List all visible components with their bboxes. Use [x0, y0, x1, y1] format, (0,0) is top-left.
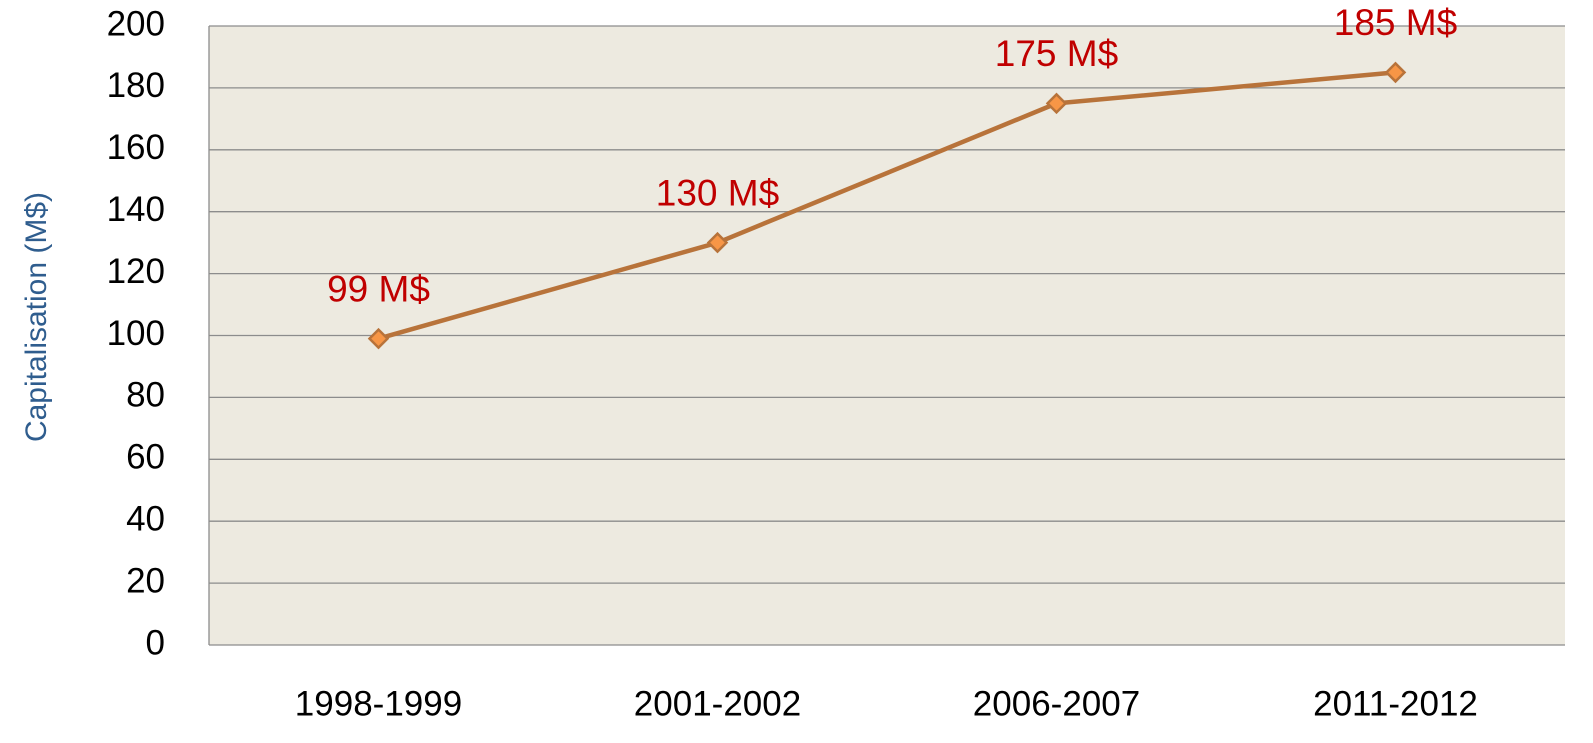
y-tick-label: 40	[126, 499, 165, 538]
y-tick-label: 0	[146, 623, 165, 662]
data-label: 99 M$	[327, 268, 430, 309]
data-label: 175 M$	[995, 33, 1118, 74]
y-tick-label: 20	[126, 561, 165, 600]
marker	[706, 231, 729, 254]
data-label: 185 M$	[1334, 2, 1457, 43]
y-tick-label: 80	[126, 376, 165, 415]
x-tick-label: 2011-2012	[1313, 684, 1478, 723]
x-tick-label: 2006-2007	[973, 684, 1140, 723]
y-tick-label: 180	[107, 66, 165, 105]
marker	[1384, 61, 1407, 84]
marker	[1045, 92, 1068, 115]
line	[377, 70, 1396, 341]
x-tick-label: 2001-2002	[634, 684, 801, 723]
y-tick-label: 140	[107, 190, 165, 229]
y-tick-label: 120	[107, 252, 165, 291]
y-tick-label: 60	[126, 438, 165, 477]
y-axis-label: Capitalisation (M$)	[20, 192, 53, 442]
x-tick-label: 1998-1999	[295, 684, 462, 723]
y-tick-label: 160	[107, 128, 165, 167]
data-label: 130 M$	[656, 172, 779, 213]
y-tick-label: 200	[107, 4, 165, 43]
marker	[367, 327, 390, 350]
y-tick-label: 100	[107, 314, 165, 353]
